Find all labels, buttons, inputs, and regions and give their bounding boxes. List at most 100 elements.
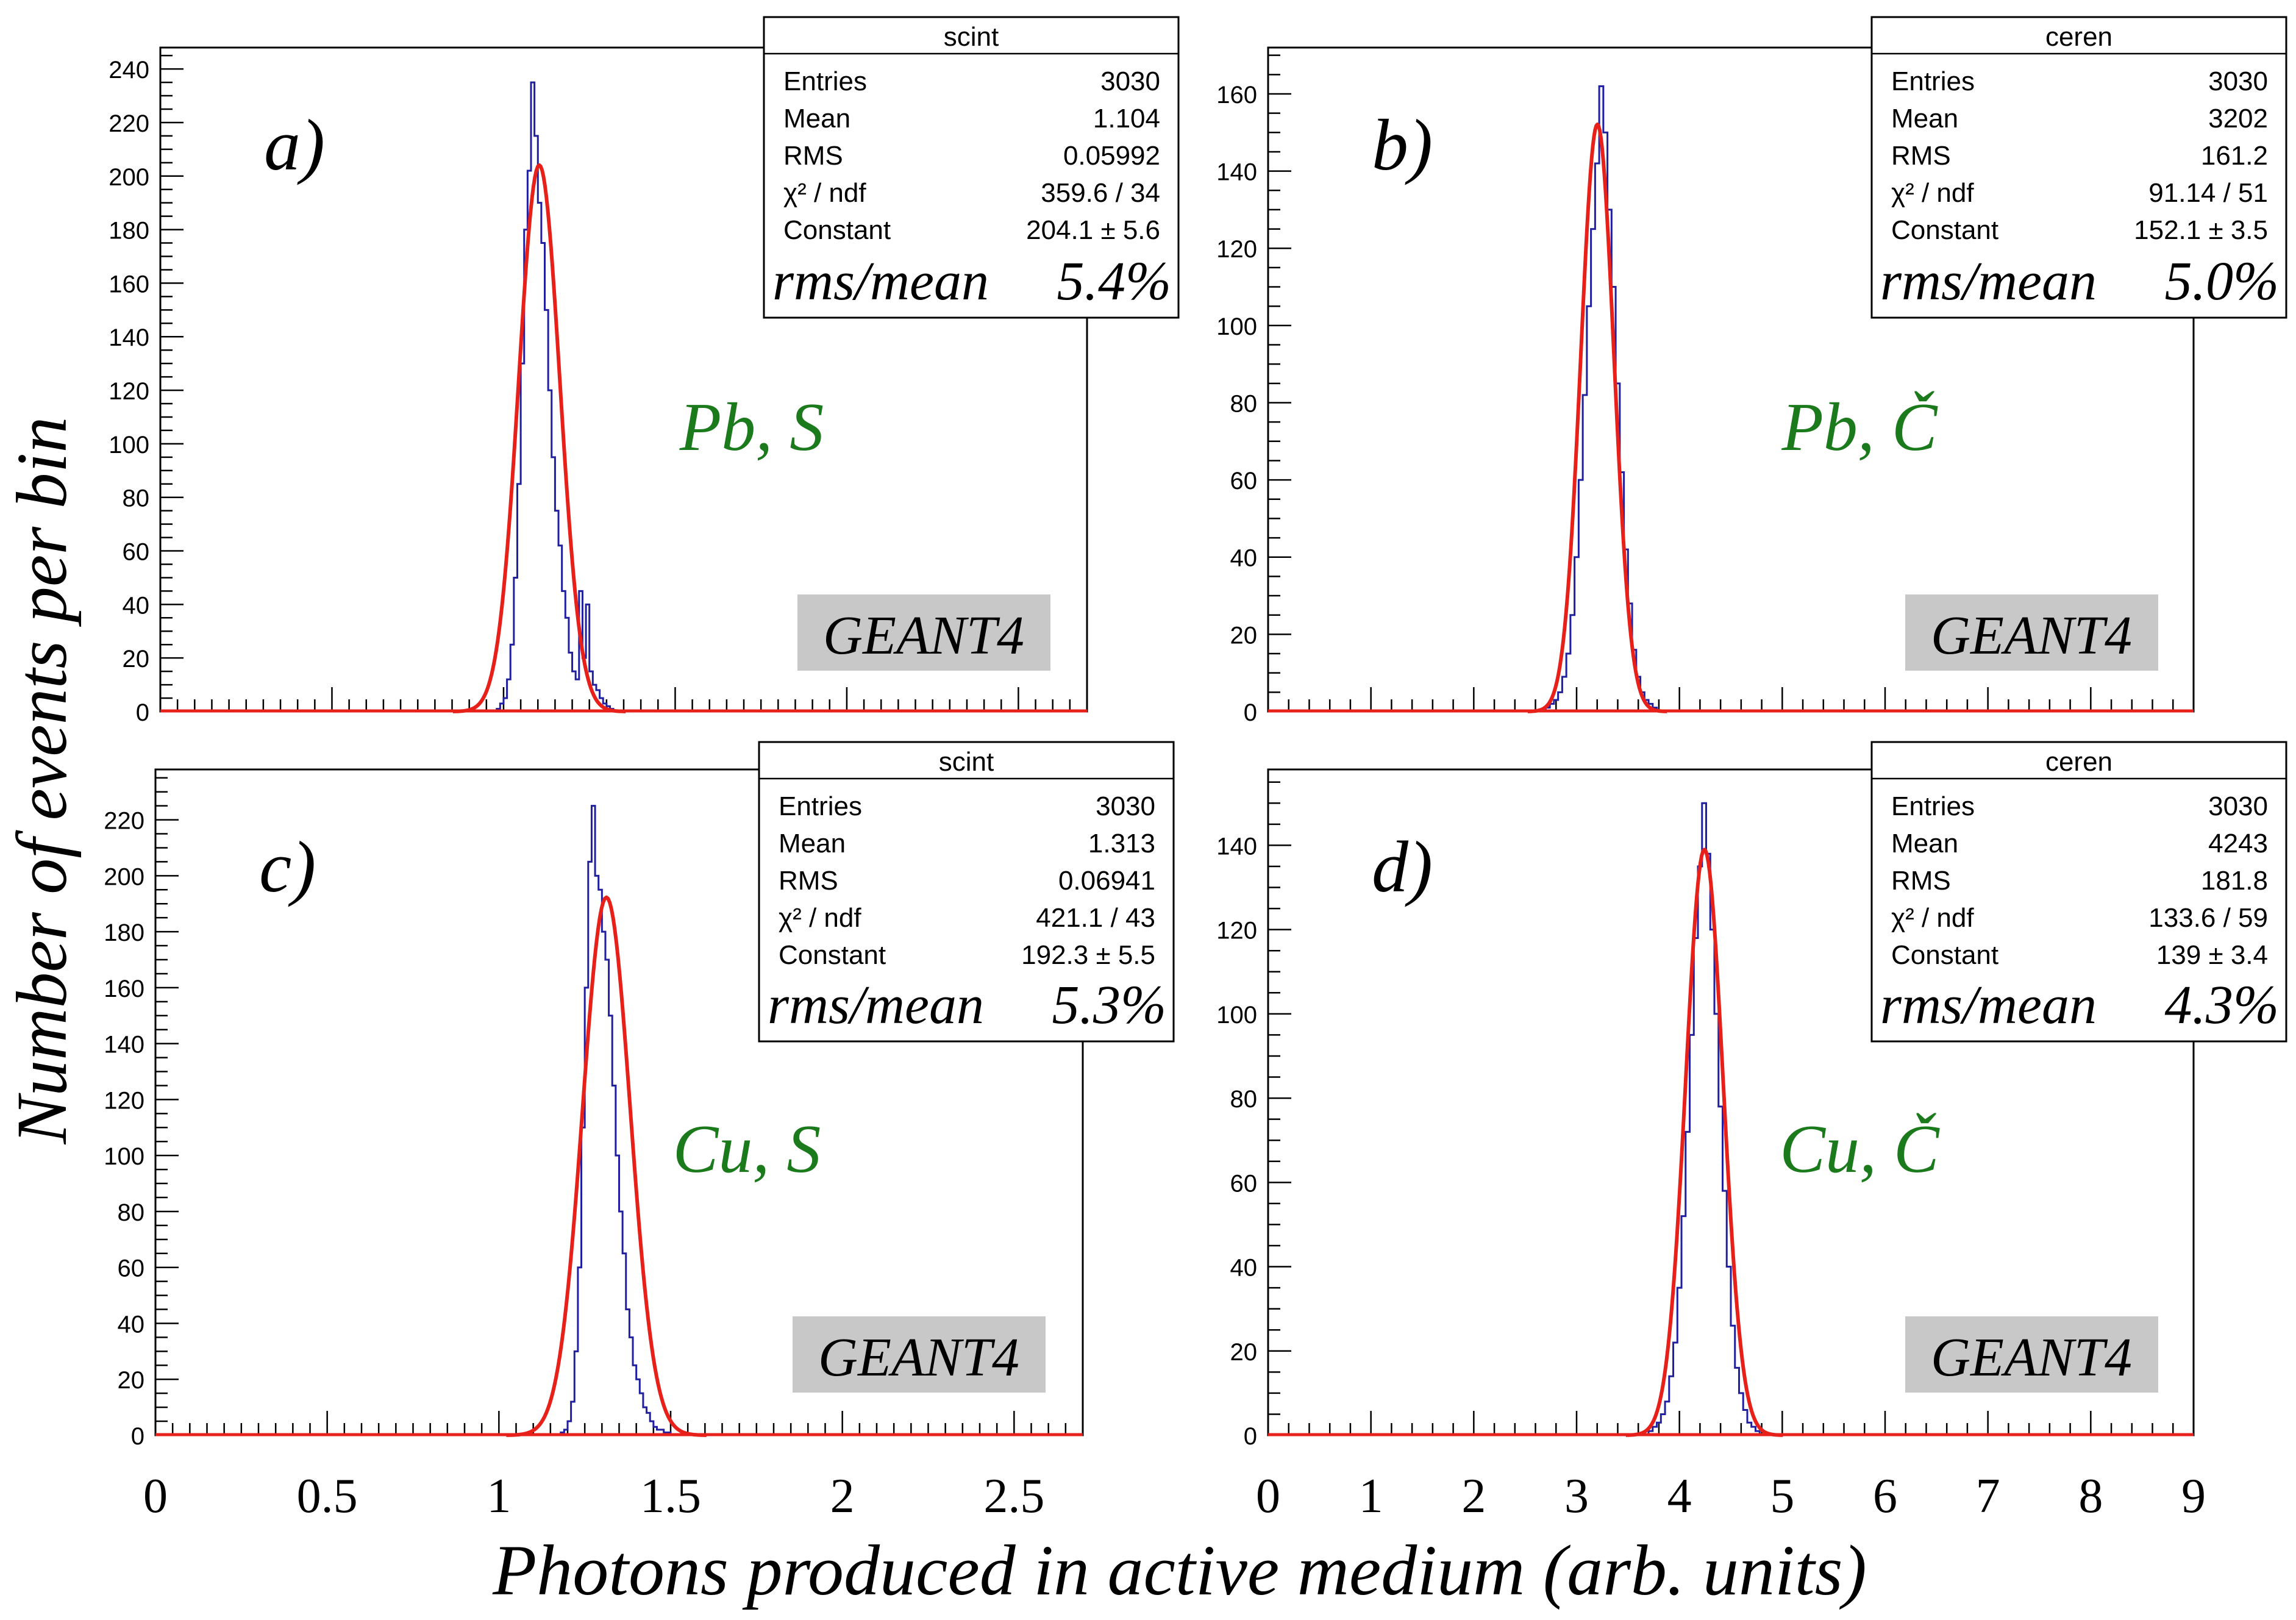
panel-a: 0 20 40 60 80 100 120 140 160 180 200 220 240 a) Pb, S…: [109, 16, 1180, 726]
geant-box: [793, 1316, 1046, 1393]
x-tick-label: 2: [1461, 1469, 1486, 1523]
ratio-value: 5.0%: [2165, 251, 2279, 312]
x-tick-label: 0.5: [297, 1469, 358, 1523]
y-tick-label: 180: [104, 919, 144, 946]
y-tick-label: 80: [1230, 1086, 1258, 1113]
stats-key: χ² / ndf: [1891, 903, 1974, 933]
ratio-label: rms/mean: [772, 251, 989, 312]
histogram-a: [160, 81, 615, 713]
stats-value: 1.313: [1088, 829, 1155, 858]
gaussian-fit-d: [1625, 847, 1784, 1437]
panel-d: 0 20 40 60 80 100 120 140 d) Cu, Č GEANT4 ceren Entr…: [1216, 741, 2287, 1450]
geant-box: [1905, 1316, 2158, 1393]
x-tick-label: 8: [2078, 1469, 2103, 1523]
x-tick-label: 0: [1256, 1469, 1280, 1523]
y-tick-label: 160: [104, 976, 144, 1002]
stats-value: 139 ± 3.4: [2156, 940, 2268, 970]
geant-label: GEANT4: [818, 1327, 1019, 1388]
ratio-label: rms/mean: [768, 975, 984, 1035]
y-tick-label: 140: [1216, 159, 1257, 186]
material-label: Cu, S: [673, 1112, 821, 1187]
y-tick-label: 140: [104, 1032, 144, 1058]
y-tick-label: 80: [118, 1199, 145, 1226]
stats-frame: [763, 16, 1180, 319]
y-tick-label: 100: [104, 1143, 144, 1170]
y-tick-label: 0: [131, 1423, 144, 1450]
y-tick-label: 120: [1216, 236, 1257, 263]
stats-key: Entries: [779, 791, 862, 821]
stats-key: RMS: [1891, 866, 1951, 896]
gaussian-fit-a: [452, 163, 626, 713]
y-tick-label: 20: [1230, 622, 1258, 649]
panel-label: a): [264, 104, 325, 185]
panel-label: b): [1372, 104, 1433, 185]
ratio-value: 5.4%: [1057, 251, 1171, 312]
y-tick-label: 20: [1230, 1339, 1258, 1366]
material-label: Pb, Č: [1781, 390, 1938, 465]
stats-key: Mean: [779, 829, 846, 858]
y-tick-label: 60: [118, 1255, 145, 1282]
stats-value: 3202: [2208, 104, 2268, 134]
panel-b: 0 20 40 60 80 100 120 140 160 b) Pb, Č GEANT4 ceren E…: [1216, 16, 2287, 726]
histogram-d: [1268, 802, 1761, 1436]
y-tick-label: 120: [104, 1087, 144, 1114]
geant-box: [797, 594, 1050, 671]
material-label: Pb, S: [679, 390, 824, 465]
stats-key: RMS: [779, 866, 838, 896]
stats-value: 421.1 / 43: [1036, 903, 1155, 933]
stats-key: Constant: [1891, 215, 1998, 245]
x-tick-label: 9: [2181, 1469, 2206, 1523]
y-tick-label: 60: [1230, 1170, 1258, 1197]
x-tick-label: 6: [1873, 1469, 1897, 1523]
stats-key: Mean: [1891, 829, 1958, 858]
geant-box: [1905, 594, 2158, 671]
ratio-value: 4.3%: [2165, 975, 2279, 1035]
y-tick-label: 200: [109, 164, 149, 191]
gaussian-fit-c: [506, 895, 707, 1437]
stats-key: Constant: [783, 215, 891, 245]
y-tick-label: 40: [123, 592, 150, 619]
panel-label: c): [259, 826, 316, 907]
y-tick-label: 160: [1216, 82, 1257, 109]
y-tick-label: 40: [1230, 545, 1258, 572]
x-axis-title: Photons produced in active medium (arb. …: [492, 1530, 1867, 1610]
stats-title: scint: [939, 747, 994, 777]
y-axis: 0 20 40 60 80 100 120 140 160: [1216, 54, 1291, 726]
x-tick-label: 1: [487, 1469, 511, 1523]
stats-key: χ² / ndf: [779, 903, 861, 933]
y-axis: 0 20 40 60 80 100 120 140 160 180 200 220: [104, 777, 179, 1450]
x-tick-label: 7: [1976, 1469, 2000, 1523]
y-tick-label: 220: [109, 110, 149, 137]
panel-c: 0 20 40 60 80 100 120 140 160 180 200 220 c) Cu, S GEA…: [104, 741, 1175, 1450]
stats-key: Constant: [779, 940, 886, 970]
y-tick-label: 120: [1216, 918, 1257, 944]
y-tick-label: 120: [109, 378, 149, 405]
x-tick-label: 1.5: [640, 1469, 701, 1523]
y-tick-label: 20: [118, 1367, 145, 1394]
stats-value: 1.104: [1093, 104, 1160, 134]
stats-value: 3030: [1096, 791, 1155, 821]
x-tick-label: 0: [143, 1469, 168, 1523]
stats-value: 204.1 ± 5.6: [1026, 215, 1160, 245]
x-tick-label: 4: [1667, 1469, 1692, 1523]
x-axis: [1267, 1411, 2195, 1435]
stats-box: ceren Entries 3030 Mean 3202 RMS 161.2 χ² / ndf…: [1870, 16, 2287, 319]
stats-key: Mean: [783, 104, 850, 134]
ratio-value: 5.3%: [1052, 975, 1166, 1035]
y-tick-label: 180: [109, 218, 149, 244]
y-tick-label: 60: [1230, 468, 1258, 494]
stats-value: 192.3 ± 5.5: [1021, 940, 1155, 970]
geant-label: GEANT4: [823, 605, 1024, 666]
y-tick-label: 220: [104, 808, 144, 835]
stats-title: ceren: [2045, 22, 2112, 52]
y-axis-title: Number of events per bin: [2, 417, 82, 1145]
x-axis: [154, 1411, 1084, 1435]
y-tick-label: 0: [1244, 699, 1257, 726]
stats-key: RMS: [783, 141, 843, 171]
stats-value: 3030: [1100, 66, 1160, 96]
gaussian-fit-b: [1527, 122, 1668, 713]
y-tick-label: 40: [118, 1311, 145, 1338]
panel-label: d): [1372, 826, 1433, 907]
